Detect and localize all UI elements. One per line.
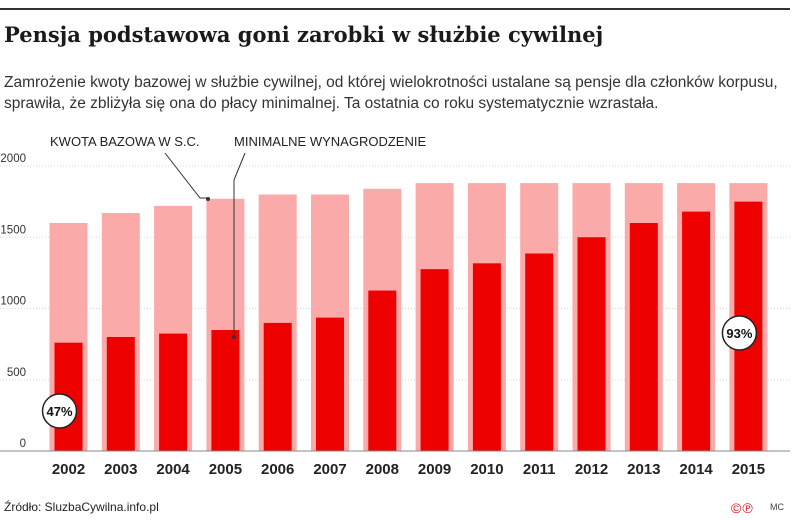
x-tick-label: 2012 [575,461,608,478]
bar-minimalne [420,269,449,451]
x-tick-label: 2015 [732,461,765,478]
x-tick-label: 2014 [679,461,713,478]
bar-chart: 0 500 1000 1500 2000 2002 2003 2004 2005 2006 2007… [0,134,790,478]
bar-minimalne [159,333,188,451]
leader-line-minimalne [233,152,246,336]
x-tick-label: 2004 [156,461,190,478]
x-tick-label: 2003 [104,461,137,478]
bar-minimalne [577,237,606,451]
bar-minimalne [368,290,397,451]
copyright-logo: ©℗ [731,500,754,516]
x-tick-label: 2005 [209,461,242,478]
annotation-label: 47% [46,404,72,419]
chart-title: Pensja podstawowa goni zarobki w służbie… [4,22,604,47]
annotation-badge [41,393,78,429]
top-rule [0,8,790,10]
legend-minimalne: MINIMALNE WYNAGRODZENIE [234,134,426,149]
leader-dot-kwota [206,197,210,201]
bar-minimalne [106,337,135,451]
bar-minimalne [316,317,344,451]
bar-minimalne [525,253,554,451]
author-initials: MC [770,502,784,512]
bar-minimalne [263,322,292,451]
leader-dot-minimalne [232,335,236,339]
x-tick-label: 2010 [470,461,503,478]
x-tick-label: 2002 [52,461,85,478]
bar-minimalne [682,211,711,451]
x-tick-label: 2009 [418,461,451,478]
x-tick-label: 2006 [261,461,294,478]
source-note: Źródło: SluzbaCywilna.info.pl [4,500,159,514]
bar-minimalne [472,263,501,451]
leader-line-kwota [164,152,207,199]
y-tick-label: 500 [7,367,26,379]
bar-minimalne [629,223,658,451]
annotation-label: 93% [726,326,752,341]
y-tick-label: 0 [20,438,26,450]
x-tick-label: 2013 [627,461,660,478]
y-tick-label: 1500 [0,224,26,236]
x-tick-label: 2011 [523,461,556,478]
x-tick-label: 2007 [313,461,346,478]
y-tick-label: 1000 [0,296,26,308]
legend-kwota-bazowa: KWOTA BAZOWA W S.C. [50,134,200,149]
x-tick-label: 2008 [366,461,399,478]
y-tick-label: 2000 [0,153,26,165]
annotation-badge [721,315,758,351]
bar-minimalne [211,330,240,451]
chart-subtitle: Zamrożenie kwoty bazowej w służbie cywil… [4,74,778,112]
